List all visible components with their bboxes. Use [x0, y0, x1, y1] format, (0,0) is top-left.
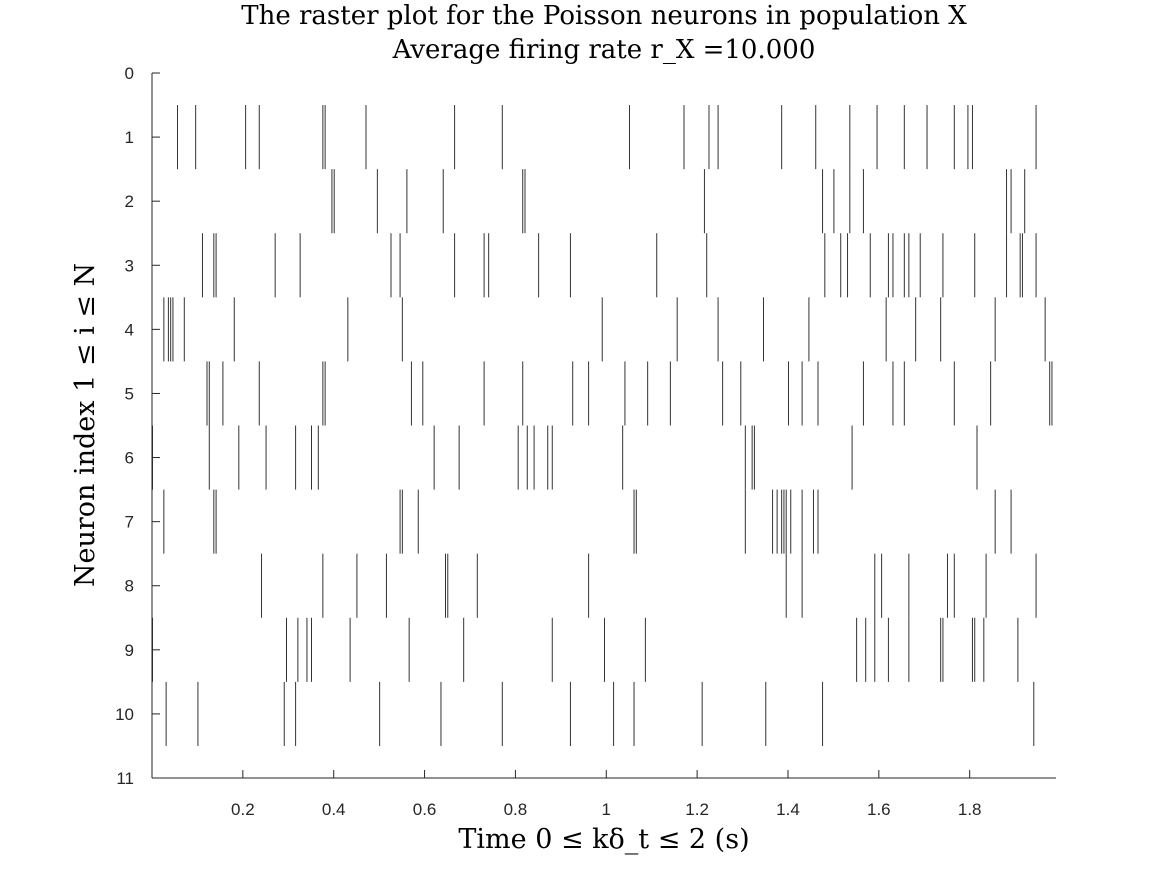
y-tick-label: 5	[125, 384, 134, 403]
x-axis-ticks: 0.2 0.4 0.6 0.8 1 1.2 1.4 1.6 1.8	[231, 770, 982, 819]
x-tick-label: 1.2	[685, 800, 709, 819]
x-tick-label: 0.2	[231, 800, 255, 819]
y-tick-label: 7	[125, 513, 134, 532]
y-tick-label: 4	[125, 320, 134, 339]
x-tick-label: 1	[602, 800, 611, 819]
y-tick-label: 11	[116, 769, 134, 788]
y-tick-label: 6	[125, 449, 134, 468]
y-tick-label: 2	[125, 192, 134, 211]
x-tick-label: 1.8	[958, 800, 982, 819]
x-axis-label: Time 0 ≤ kδ_t ≤ 2 (s)	[458, 824, 749, 855]
y-axis-ticks: 0 1 2 3 4 5 6 7 8 9 10 11	[115, 64, 160, 788]
x-tick-label: 1.6	[867, 800, 891, 819]
x-tick-label: 0.4	[322, 800, 346, 819]
chart-title: The raster plot for the Poisson neurons …	[241, 1, 967, 31]
y-tick-label: 9	[125, 641, 134, 660]
y-tick-label: 8	[125, 577, 134, 596]
y-axis-label: Neuron index 1 ≤ i ≤ N	[70, 263, 101, 587]
x-tick-label: 0.8	[504, 800, 528, 819]
x-tick-label: 1.4	[776, 800, 800, 819]
chart-subtitle: Average firing rate r_X =10.000	[392, 35, 816, 65]
spike-raster	[152, 105, 1053, 746]
axes	[151, 73, 1056, 779]
y-tick-label: 1	[125, 128, 134, 147]
y-tick-label: 0	[125, 64, 134, 83]
x-tick-label: 0.6	[413, 800, 437, 819]
y-tick-label: 3	[125, 256, 134, 275]
y-tick-label: 10	[115, 705, 134, 724]
